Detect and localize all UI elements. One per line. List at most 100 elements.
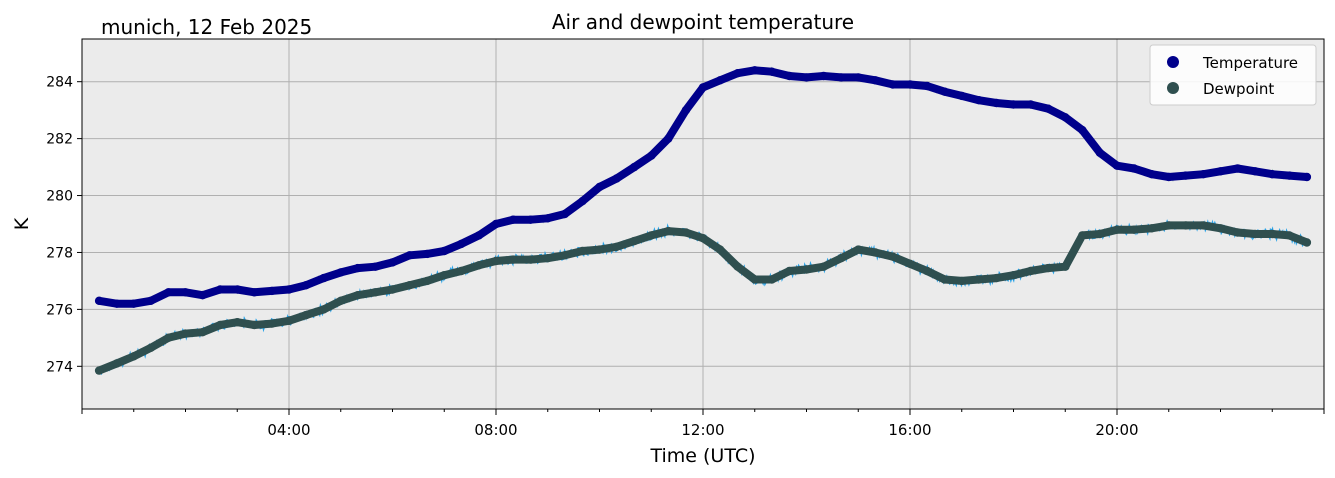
data-point-temperature [715,76,725,85]
legend-box [1149,44,1317,106]
data-point-temperature [94,296,104,305]
x-tick-label: 16:00 [888,421,931,439]
data-point-temperature [819,71,828,81]
data-point-dewpoint [837,254,846,263]
data-point-dewpoint [1044,263,1053,273]
data-point-temperature [595,182,604,192]
data-point-temperature [1147,170,1156,179]
data-point-dewpoint [181,329,190,338]
data-point-temperature [284,285,294,294]
y-axis-label: K [11,217,33,230]
data-point-dewpoint [319,305,328,314]
data-point-temperature [1061,113,1070,122]
data-point-dewpoint [957,276,966,286]
data-point-dewpoint [1251,229,1260,239]
data-point-dewpoint [457,266,466,276]
data-point-temperature [1181,171,1191,180]
data-point-temperature [940,87,949,96]
legend-temperature-label: Temperature [1202,54,1298,72]
data-point-dewpoint [250,320,259,330]
data-point-dewpoint [871,248,880,257]
data-point-temperature [1164,172,1174,182]
data-point-dewpoint [336,296,345,305]
data-point-dewpoint [992,273,1001,283]
data-point-temperature [146,296,155,305]
data-point-temperature [612,174,621,183]
legend-dewpoint-label: Dewpoint [1203,80,1274,98]
data-point-temperature [733,69,742,78]
data-point-temperature [957,91,966,101]
data-point-temperature [767,67,776,76]
data-point-temperature [871,76,880,85]
data-point-dewpoint [612,242,621,251]
data-point-dewpoint [595,245,604,254]
data-point-temperature [681,106,691,115]
data-point-dewpoint [664,226,673,236]
data-point-dewpoint [353,291,362,300]
x-tick-label: 12:00 [681,421,724,439]
x-tick-label: 20:00 [1095,421,1138,439]
data-point-dewpoint [440,271,449,280]
data-point-dewpoint [1095,229,1105,239]
data-point-dewpoint [905,259,915,268]
data-point-dewpoint [1164,221,1174,230]
data-point-dewpoint [940,275,949,284]
data-point-dewpoint [1302,238,1312,247]
data-point-dewpoint [1147,224,1156,233]
data-point-temperature [1302,172,1312,182]
data-point-dewpoint [94,366,104,375]
data-point-dewpoint [146,343,155,352]
data-point-dewpoint [560,251,569,260]
data-point-temperature [647,151,656,160]
data-point-dewpoint [164,333,173,342]
data-point-temperature [216,285,225,294]
chart-title: Air and dewpoint temperature [552,10,854,34]
data-point-temperature [474,231,484,240]
y-tick-label: 282 [46,132,73,148]
data-point-dewpoint [1268,229,1277,239]
data-point-dewpoint [1078,231,1087,240]
data-point-dewpoint [750,275,759,284]
data-point-dewpoint [112,359,121,368]
data-point-dewpoint [216,320,225,330]
data-point-temperature [371,262,380,271]
data-point-temperature [233,285,242,294]
data-point-dewpoint [767,275,776,284]
data-point-temperature [905,80,915,89]
data-point-temperature [785,71,794,81]
data-point-dewpoint [405,281,414,290]
data-point-temperature [1112,161,1122,170]
data-point-temperature [353,263,362,273]
data-point-dewpoint [1285,231,1294,240]
data-point-temperature [1009,100,1018,109]
data-point-dewpoint [491,256,501,266]
data-point-dewpoint [198,328,207,337]
data-point-temperature [319,273,328,283]
data-point-temperature [250,288,259,297]
data-point-temperature [664,134,673,143]
x-ticks: 04:00 08:00 12:00 16:00 20:00 [81,409,1325,439]
data-point-dewpoint [630,236,639,246]
data-point-dewpoint [715,245,725,254]
y-tick-label: 280 [46,189,73,205]
data-point-temperature [1078,125,1087,135]
data-point-temperature [992,98,1001,108]
data-point-dewpoint [888,252,898,261]
data-point-temperature [630,162,639,172]
data-point-temperature [388,258,397,267]
data-point-dewpoint [681,228,691,237]
data-point-temperature [526,215,535,224]
data-point-temperature [181,288,190,297]
data-point-temperature [112,299,121,308]
y-tick-label: 284 [46,75,73,91]
legend: Temperature Dewpoint [1149,44,1317,106]
data-point-dewpoint [543,254,552,263]
data-point-dewpoint [284,316,294,325]
data-point-temperature [1285,171,1294,180]
data-point-dewpoint [1112,225,1122,234]
y-tick-label: 274 [46,359,73,375]
y-tick-label: 278 [46,245,73,261]
data-point-temperature [164,288,173,297]
x-axis-label: Time (UTC) [649,445,755,467]
